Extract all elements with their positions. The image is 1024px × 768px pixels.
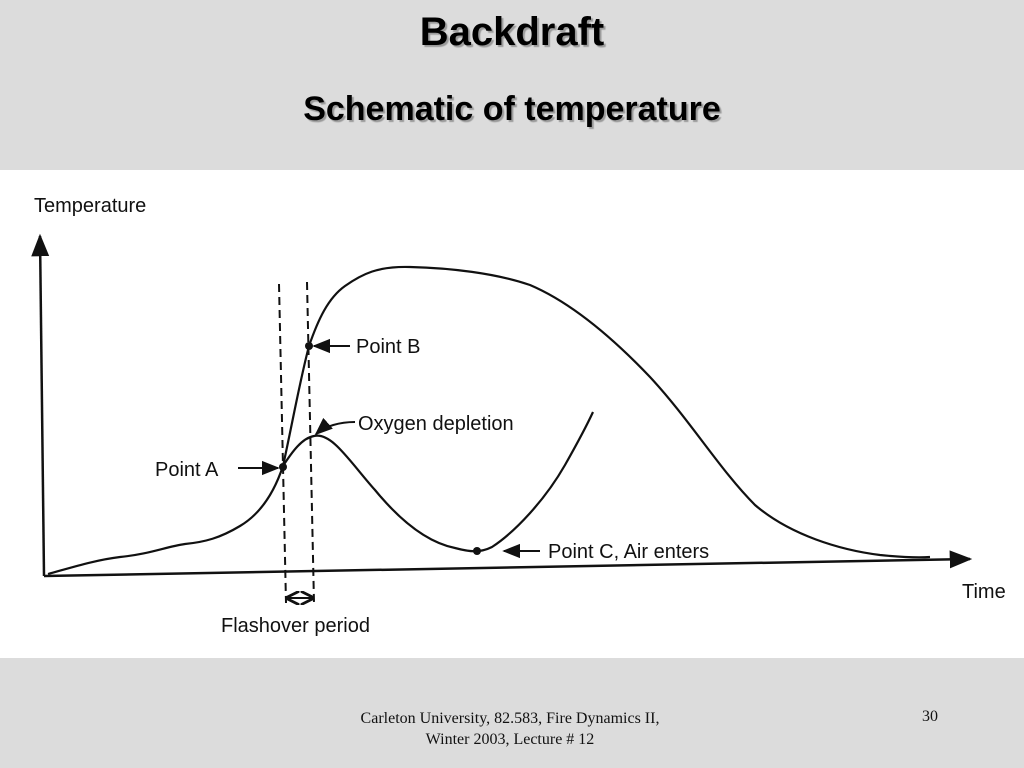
- point-b-label: Point B: [356, 336, 420, 358]
- flashover-period-label: Flashover period: [221, 615, 370, 637]
- flashover-end-line: [306, 281, 315, 604]
- point-c-marker: [473, 547, 481, 555]
- point-a-label: Point A: [155, 459, 219, 481]
- oxygen-depletion-arrow: [314, 417, 356, 436]
- point-a-marker: [279, 463, 287, 471]
- point-b-marker: [305, 342, 313, 350]
- slide-footer: Carleton University, 82.583, Fire Dynami…: [360, 710, 660, 748]
- oxygen-depletion-label: Oxygen depletion: [358, 413, 514, 435]
- temperature-curve: [47, 265, 931, 576]
- slide-title: Backdraft: [419, 10, 605, 54]
- x-axis-label: Time: [962, 581, 1006, 603]
- oxygen-depletion-curve: [282, 411, 594, 553]
- y-axis: [31, 233, 50, 577]
- flashover-start-line: [278, 283, 287, 604]
- slide-header: Backdraft Schematic of temperature: [0, 0, 1024, 170]
- y-axis-label: Temperature: [34, 195, 146, 217]
- x-axis: [43, 550, 973, 578]
- diagram-canvas: Temperature Time Point A Point B Oxygen …: [31, 195, 1006, 637]
- slide-subtitle: Schematic of temperature: [303, 90, 721, 128]
- slide-number: 30: [922, 708, 938, 725]
- backdraft-temperature-diagram: Temperature Time Point A Point B Oxygen …: [0, 170, 1024, 658]
- point-c-label: Point C, Air enters: [548, 541, 709, 563]
